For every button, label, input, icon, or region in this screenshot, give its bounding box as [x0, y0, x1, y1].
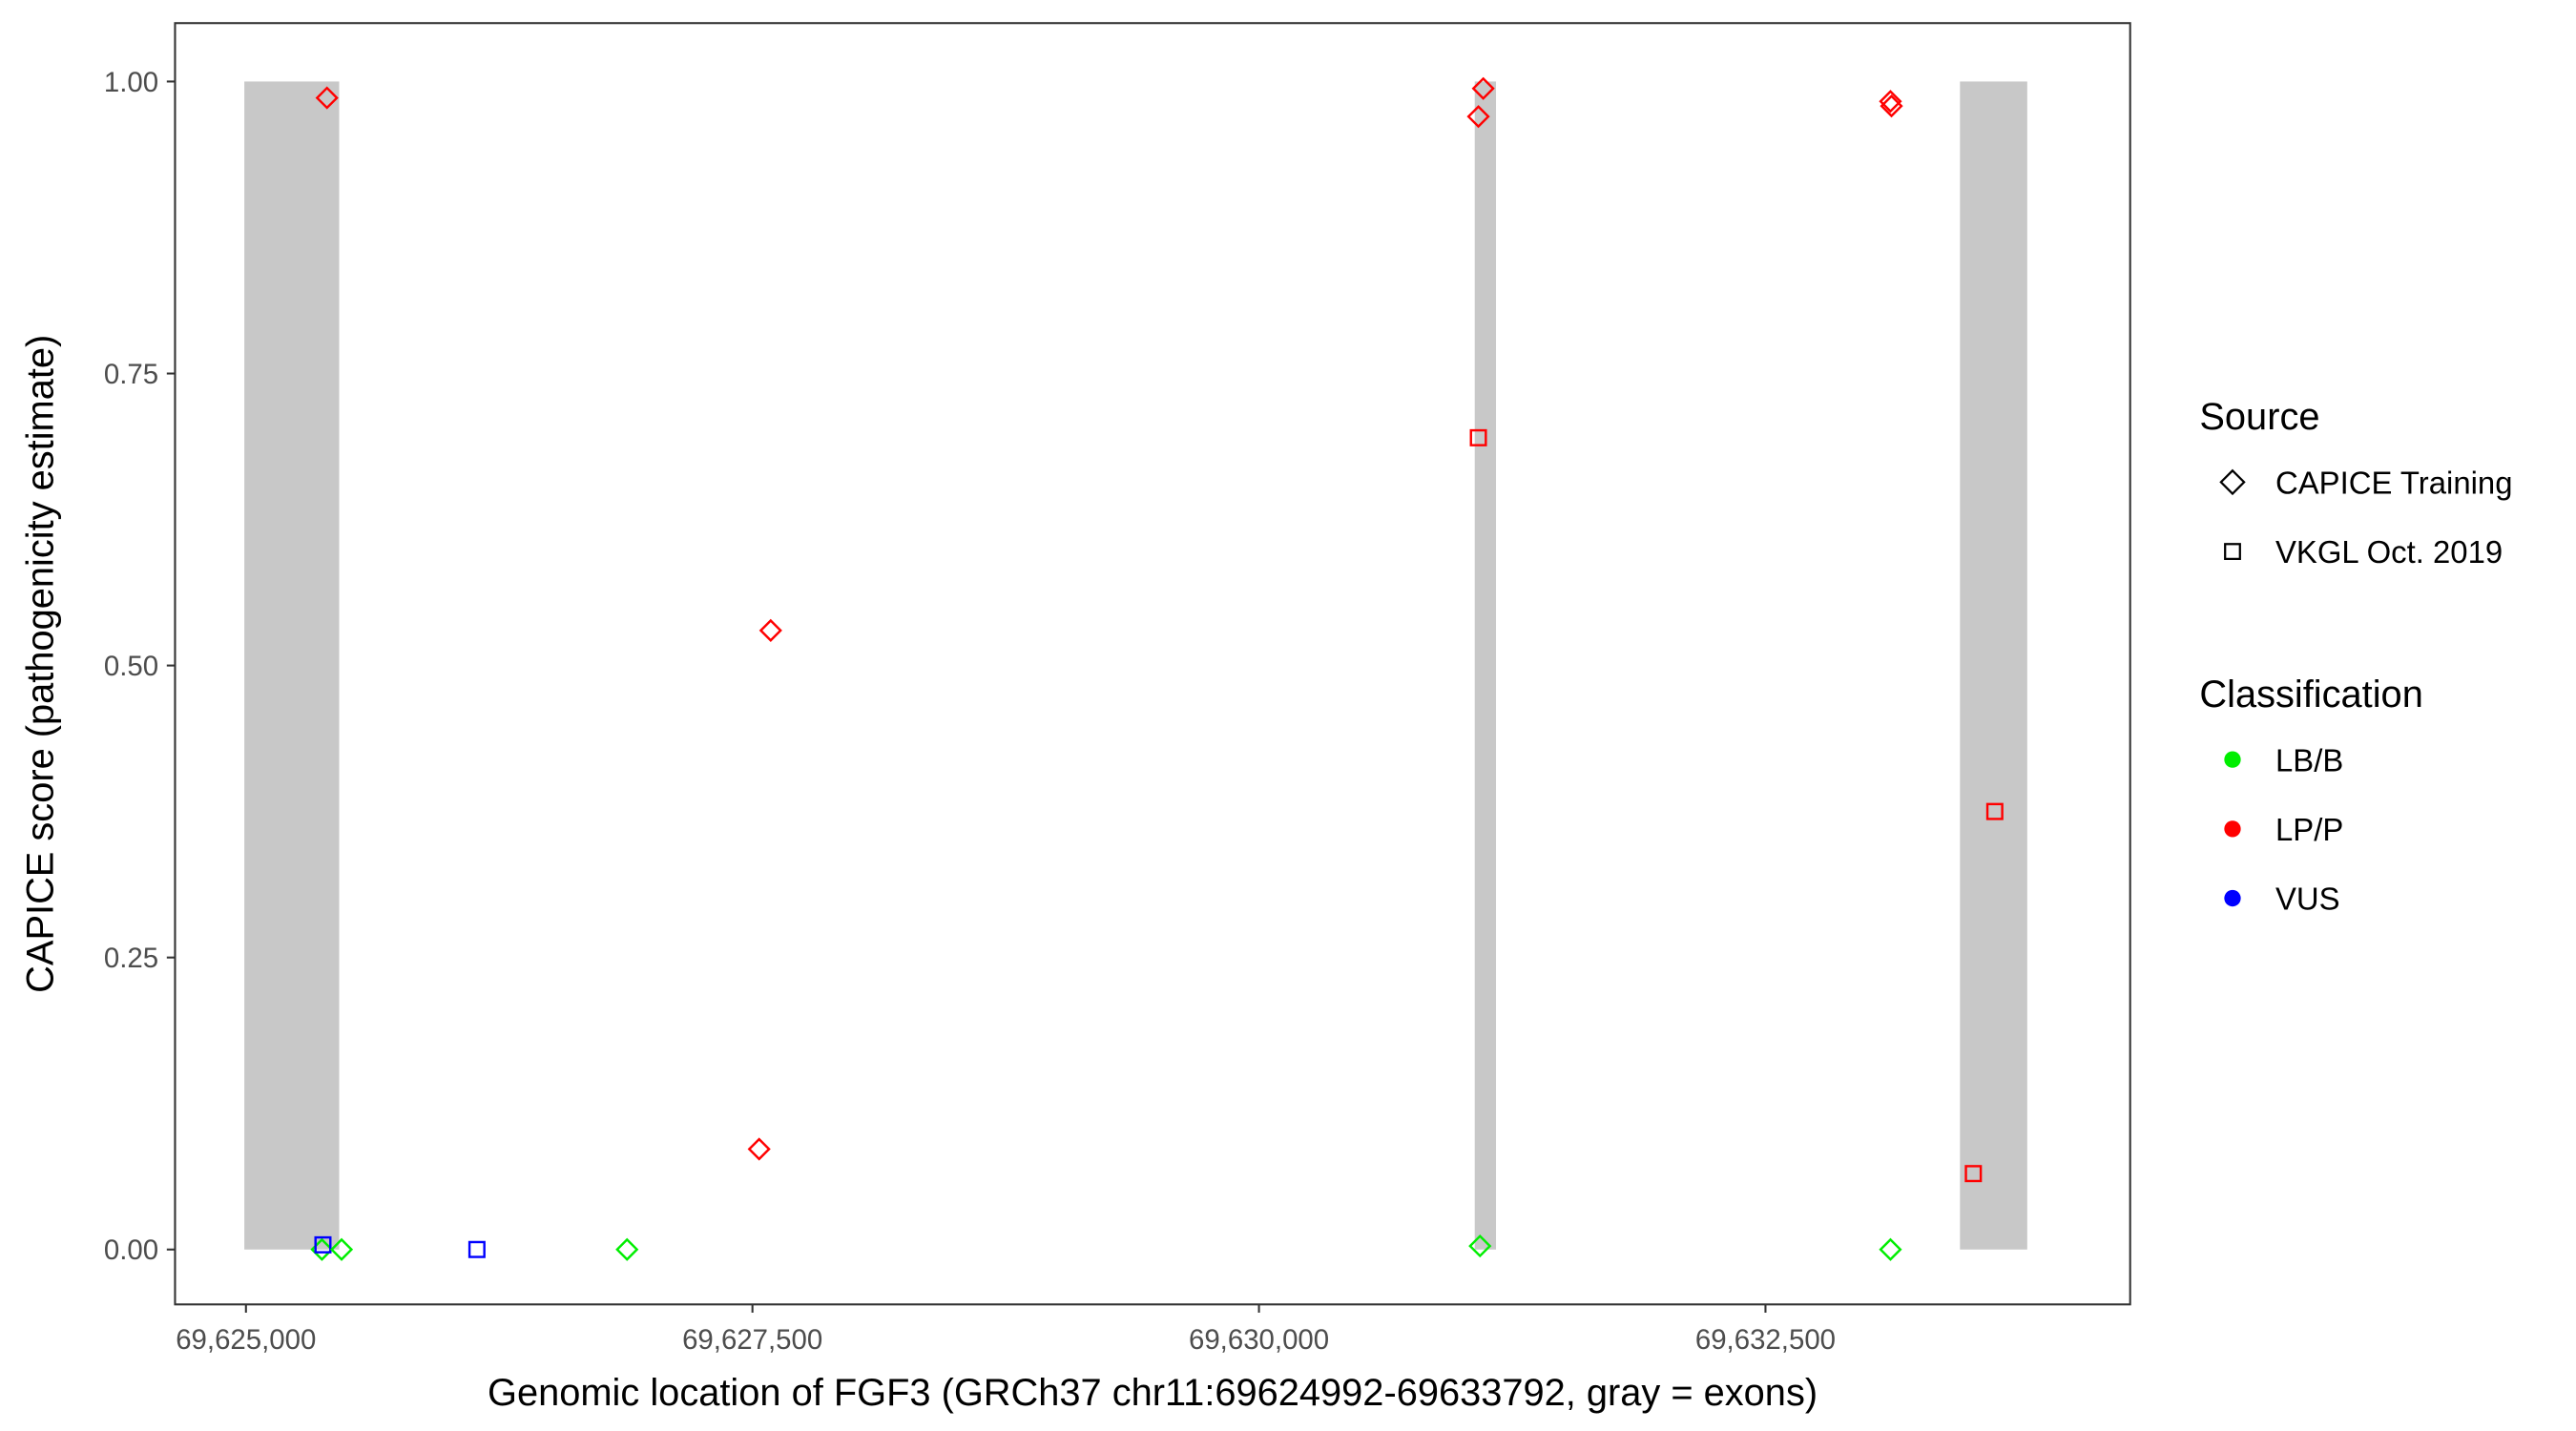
data-point-square — [1964, 1165, 1983, 1183]
legend-classification-title: Classification — [2199, 674, 2422, 716]
square-icon — [2224, 543, 2241, 560]
exon-band — [244, 81, 340, 1250]
data-point-diamond — [1468, 1234, 1492, 1258]
data-point-diamond — [615, 1237, 639, 1261]
legend-label: LP/P — [2275, 812, 2343, 847]
legend-label: VUS — [2275, 881, 2340, 917]
plot-panel-border — [174, 22, 2131, 1306]
exon-bands — [244, 81, 2027, 1250]
data-point-square — [314, 1235, 332, 1254]
y-tick-label: 0.00 — [104, 1234, 158, 1266]
legend-item-lb-b: LB/B — [2224, 742, 2343, 778]
green-dot-icon — [2224, 751, 2241, 768]
data-point-diamond — [758, 618, 782, 642]
diamond-icon — [2219, 468, 2246, 496]
y-axis: 0.00 0.25 0.50 0.75 1.00 — [104, 67, 176, 1266]
data-point-square — [467, 1240, 486, 1258]
exon-band — [1474, 81, 1497, 1250]
y-tick-label: 0.75 — [104, 359, 158, 390]
data-point-diamond — [1466, 105, 1490, 129]
data-point-diamond — [329, 1237, 354, 1261]
legend-label: CAPICE Training — [2275, 465, 2513, 500]
blue-dot-icon — [2224, 889, 2241, 907]
exon-band — [1960, 81, 2027, 1250]
legend: Source CAPICE Training VKGL Oct. 2019 Cl… — [2199, 396, 2512, 917]
x-axis-title: Genomic location of FGF3 (GRCh37 chr11:6… — [488, 1372, 1818, 1414]
legend-item-capice-training: CAPICE Training — [2219, 465, 2513, 500]
data-point-diamond — [1879, 1237, 1902, 1261]
y-tick-label: 0.25 — [104, 943, 158, 974]
legend-source-title: Source — [2199, 396, 2319, 438]
legend-label: LB/B — [2275, 742, 2343, 778]
y-axis-title: CAPICE score (pathogenicity estimate) — [19, 335, 61, 993]
legend-item-vkgl: VKGL Oct. 2019 — [2224, 534, 2503, 570]
legend-item-lp-p: LP/P — [2224, 812, 2343, 847]
red-dot-icon — [2224, 820, 2241, 838]
legend-label: VKGL Oct. 2019 — [2275, 534, 2503, 570]
x-tick-label: 69,632,500 — [1695, 1324, 1836, 1356]
legend-item-vus: VUS — [2224, 881, 2340, 917]
x-tick-label: 69,627,500 — [682, 1324, 822, 1356]
data-point-square — [1985, 802, 2004, 820]
x-axis: 69,625,000 69,627,500 69,630,000 69,632,500 — [176, 1304, 1836, 1356]
data-point-diamond — [1471, 76, 1495, 100]
data-points — [310, 76, 2004, 1261]
y-tick-label: 1.00 — [104, 67, 158, 98]
y-tick-label: 0.50 — [104, 651, 158, 682]
data-point-diamond — [1880, 94, 1903, 118]
data-point-diamond — [1879, 90, 1902, 114]
x-tick-label: 69,625,000 — [176, 1324, 316, 1356]
data-point-diamond — [315, 86, 339, 110]
data-point-square — [1469, 428, 1487, 446]
data-point-diamond — [747, 1137, 771, 1161]
x-tick-label: 69,630,000 — [1189, 1324, 1329, 1356]
